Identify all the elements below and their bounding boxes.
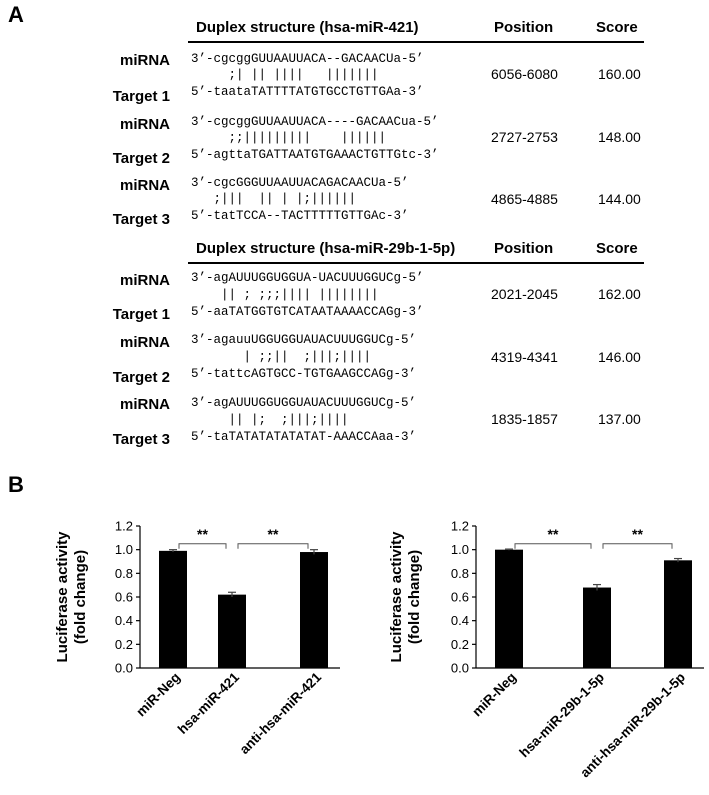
y-tick-label: 1.2 xyxy=(115,519,133,534)
significance-label: ** xyxy=(268,526,279,542)
chart-mir29b: 0.0 0.2 0.4 0.6 0.8 1.0 1.2 Luciferase activity… xyxy=(388,519,704,780)
y-axis-label: (fold change) xyxy=(72,550,89,644)
target-label: Target 3 xyxy=(112,211,170,228)
mirna-sequence: 3’-agauuUGGUGGUAUACUUUGGUCg-5’ xyxy=(191,333,417,347)
y-tick-label: 0.8 xyxy=(115,566,133,581)
significance-bracket xyxy=(237,543,309,549)
y-tick-label: 0.8 xyxy=(451,566,469,581)
mirna-label: miRNA xyxy=(119,272,170,289)
category-label: miR-Neg xyxy=(133,670,183,720)
bar xyxy=(159,550,187,668)
y-tick-label: 0.2 xyxy=(115,637,133,652)
mirna-label: miRNA xyxy=(119,52,170,69)
y-tick-label: 0.0 xyxy=(115,661,133,676)
bar xyxy=(664,560,692,668)
luciferase-charts: 0.0 0.2 0.4 0.6 0.8 1.0 1.2 Luciferase activity… xyxy=(54,519,704,780)
score-header: Score xyxy=(596,19,638,36)
score-value: 137.00 xyxy=(598,411,641,427)
pairing-lines: | ;;|| ;|||;|||| xyxy=(191,350,372,364)
mirna-sequence: 3’-agAUUUGGUGGUA-UACUUUGGUCg-5’ xyxy=(191,271,424,285)
significance-label: ** xyxy=(548,526,559,542)
position-value: 2727-2753 xyxy=(491,129,558,145)
pairing-lines: ;| || |||| ||||||| xyxy=(191,68,379,82)
category-label: anti-hsa-miR-421 xyxy=(237,669,325,757)
score-value: 144.00 xyxy=(598,191,641,207)
chart-mir421: 0.0 0.2 0.4 0.6 0.8 1.0 1.2 Luciferase activity… xyxy=(54,519,340,757)
y-tick-label: 1.0 xyxy=(451,542,469,557)
category-label: miR-Neg xyxy=(469,670,519,720)
header-rule xyxy=(188,262,644,264)
target-sequence: 5’-taTATATATATATAT-AAACCAaa-3’ xyxy=(191,430,417,444)
duplex-header: Duplex structure (hsa-miR-421) xyxy=(196,19,419,36)
y-tick-label: 0.6 xyxy=(115,590,133,605)
mirna-label: miRNA xyxy=(119,116,170,133)
y-axis-label: (fold change) xyxy=(406,550,423,644)
pairing-lines: ;||| || | |;|||||| xyxy=(191,192,357,206)
significance-bracket xyxy=(178,543,227,549)
score-value: 148.00 xyxy=(598,129,641,145)
bar xyxy=(300,552,328,668)
significance-bracket xyxy=(602,543,673,549)
position-value: 2021-2045 xyxy=(491,286,558,302)
y-tick-label: 0.0 xyxy=(451,661,469,676)
position-value: 4319-4341 xyxy=(491,349,558,365)
position-value: 6056-6080 xyxy=(491,66,558,82)
y-tick-label: 1.2 xyxy=(451,519,469,534)
position-value: 1835-1857 xyxy=(491,411,558,427)
target-sequence: 5’-tatTCCA--TACTTTTTGTTGAc-3’ xyxy=(191,209,409,223)
target-label: Target 3 xyxy=(112,431,170,448)
y-axis-label: Luciferase activity xyxy=(388,531,405,663)
category-label: hsa-miR-29b-1-5p xyxy=(516,670,607,761)
position-value: 4865-4885 xyxy=(491,191,558,207)
score-value: 146.00 xyxy=(598,349,641,365)
target-label: Target 2 xyxy=(112,369,170,386)
target-sequence: 5’-tattcAGTGCC-TGTGAAGCCAGg-3’ xyxy=(191,367,417,381)
mirna-label: miRNA xyxy=(119,177,170,194)
significance-label: ** xyxy=(197,526,208,542)
mirna-sequence: 3’-cgcggGUUAAUUACA----GACAACua-5’ xyxy=(191,115,439,129)
category-label: hsa-miR-421 xyxy=(175,669,243,737)
bar xyxy=(218,594,246,668)
panel-a-letter: A xyxy=(8,2,24,27)
significance-bracket xyxy=(514,543,592,549)
mirna-sequence: 3’-cgcGGGUUAAUUACAGACAACUa-5’ xyxy=(191,176,409,190)
score-value: 162.00 xyxy=(598,286,641,302)
y-tick-label: 0.4 xyxy=(451,613,469,628)
y-tick-label: 0.4 xyxy=(115,613,133,628)
pairing-lines: || ; ;;;|||| |||||||| xyxy=(191,288,379,302)
target-sequence: 5’-taataTATTTTATGTGCCTGTTGAa-3’ xyxy=(191,85,424,99)
mirna-label: miRNA xyxy=(119,334,170,351)
position-header: Position xyxy=(494,240,554,257)
target-label: Target 2 xyxy=(112,150,170,167)
mirna-sequence: 3’-agAUUUGGUGGUAUACUUUGGUCg-5’ xyxy=(191,396,417,410)
y-axis-label: Luciferase activity xyxy=(54,531,71,663)
score-header: Score xyxy=(596,240,638,257)
pairing-lines: ;;||||||||| |||||| xyxy=(191,131,387,145)
target-sequence: 5’-aaTATGGTGTCATAATAAAACCAGg-3’ xyxy=(191,305,424,319)
pairing-lines: || |; ;|||;|||| xyxy=(191,413,349,427)
y-tick-label: 1.0 xyxy=(115,542,133,557)
y-tick-label: 0.2 xyxy=(451,637,469,652)
significance-label: ** xyxy=(632,526,643,542)
position-header: Position xyxy=(494,19,554,36)
mirna-label: miRNA xyxy=(119,396,170,413)
target-sequence: 5’-agttaTGATTAATGTGAAACTGTTGtc-3’ xyxy=(191,148,439,162)
duplex-header: Duplex structure (hsa-miR-29b-1-5p) xyxy=(196,240,456,257)
header-rule xyxy=(188,41,644,43)
mirna-sequence: 3’-cgcggGUUAAUUACA--GACAACUa-5’ xyxy=(191,52,424,66)
bar xyxy=(495,549,523,668)
y-tick-label: 0.6 xyxy=(451,590,469,605)
panel-b-letter: B xyxy=(8,472,24,497)
bar xyxy=(583,587,611,668)
score-value: 160.00 xyxy=(598,66,641,82)
target-label: Target 1 xyxy=(112,306,170,323)
target-label: Target 1 xyxy=(112,88,170,105)
